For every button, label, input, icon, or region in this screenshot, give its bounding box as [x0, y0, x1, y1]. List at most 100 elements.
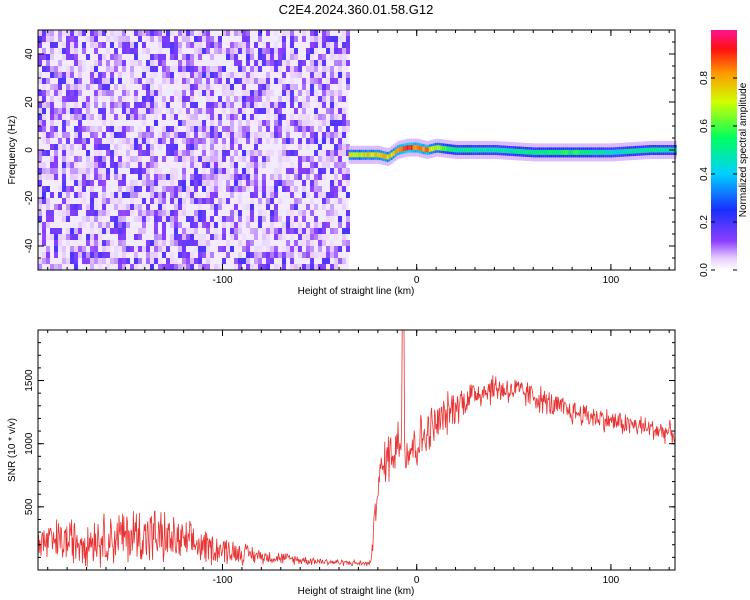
noise-cell — [338, 108, 342, 114]
noise-cell — [138, 132, 142, 138]
noise-cell — [162, 186, 166, 192]
noise-cell — [246, 138, 250, 144]
noise-cell — [218, 150, 222, 156]
noise-cell — [58, 84, 62, 90]
noise-cell — [170, 252, 174, 258]
noise-cell — [122, 90, 126, 96]
noise-cell — [234, 258, 238, 264]
noise-cell — [202, 126, 206, 132]
noise-cell — [206, 102, 210, 108]
noise-cell — [178, 132, 182, 138]
noise-cell — [202, 108, 206, 114]
noise-cell — [290, 180, 294, 186]
noise-cell — [210, 138, 214, 144]
signal-core — [352, 152, 355, 158]
noise-cell — [42, 102, 46, 108]
noise-cell — [190, 180, 194, 186]
noise-cell — [238, 192, 242, 198]
noise-cell — [58, 210, 62, 216]
noise-cell — [190, 222, 194, 228]
noise-cell — [166, 108, 170, 114]
noise-cell — [210, 36, 214, 42]
noise-cell — [286, 138, 290, 144]
noise-cell — [158, 60, 162, 66]
noise-cell — [210, 72, 214, 78]
signal-core — [640, 148, 643, 154]
noise-cell — [218, 114, 222, 120]
noise-cell — [194, 36, 198, 42]
noise-cell — [42, 168, 46, 174]
noise-cell — [294, 120, 298, 126]
noise-cell — [66, 156, 70, 162]
noise-cell — [38, 162, 42, 168]
noise-cell — [318, 102, 322, 108]
noise-cell — [306, 252, 310, 258]
noise-cell — [310, 48, 314, 54]
noise-cell — [66, 90, 70, 96]
noise-cell — [282, 102, 286, 108]
noise-cell — [90, 126, 94, 132]
noise-cell — [290, 246, 294, 252]
noise-cell — [330, 102, 334, 108]
noise-cell — [86, 102, 90, 108]
signal-core — [358, 152, 361, 158]
noise-cell — [78, 120, 82, 126]
noise-cell — [234, 96, 238, 102]
noise-cell — [186, 36, 190, 42]
noise-cell — [266, 108, 270, 114]
noise-cell — [90, 132, 94, 138]
noise-cell — [274, 60, 278, 66]
noise-cell — [150, 84, 154, 90]
noise-cell — [138, 144, 142, 150]
noise-cell — [254, 90, 258, 96]
noise-cell — [310, 84, 314, 90]
noise-cell — [222, 126, 226, 132]
noise-cell — [322, 36, 326, 42]
colorbar-tick-label: 0.4 — [699, 167, 710, 181]
noise-cell — [306, 144, 310, 150]
signal-core — [400, 146, 403, 152]
noise-cell — [154, 96, 158, 102]
noise-cell — [210, 162, 214, 168]
noise-cell — [250, 264, 254, 270]
noise-cell — [162, 96, 166, 102]
noise-cell — [314, 162, 318, 168]
noise-cell — [282, 72, 286, 78]
noise-cell — [246, 174, 250, 180]
noise-cell — [222, 156, 226, 162]
signal-core — [622, 149, 625, 155]
noise-cell — [202, 168, 206, 174]
noise-cell — [206, 198, 210, 204]
noise-cell — [210, 234, 214, 240]
noise-cell — [234, 234, 238, 240]
noise-cell — [38, 192, 42, 198]
noise-cell — [182, 132, 186, 138]
noise-cell — [86, 210, 90, 216]
colorbar-tick-label: 0.0 — [699, 263, 710, 277]
noise-cell — [190, 174, 194, 180]
noise-cell — [330, 48, 334, 54]
noise-cell — [198, 198, 202, 204]
noise-cell — [274, 30, 278, 36]
noise-cell — [218, 186, 222, 192]
noise-cell — [130, 210, 134, 216]
noise-cell — [210, 180, 214, 186]
noise-cell — [214, 156, 218, 162]
noise-cell — [170, 132, 174, 138]
noise-cell — [206, 180, 210, 186]
noise-cell — [94, 42, 98, 48]
noise-cell — [290, 258, 294, 264]
noise-cell — [42, 222, 46, 228]
noise-cell — [274, 252, 278, 258]
noise-cell — [82, 258, 86, 264]
noise-cell — [334, 126, 338, 132]
noise-cell — [142, 150, 146, 156]
noise-cell — [282, 258, 286, 264]
noise-cell — [214, 72, 218, 78]
signal-core — [446, 146, 449, 152]
noise-cell — [130, 156, 134, 162]
noise-cell — [170, 66, 174, 72]
noise-cell — [74, 36, 78, 42]
noise-cell — [338, 186, 342, 192]
noise-cell — [334, 174, 338, 180]
